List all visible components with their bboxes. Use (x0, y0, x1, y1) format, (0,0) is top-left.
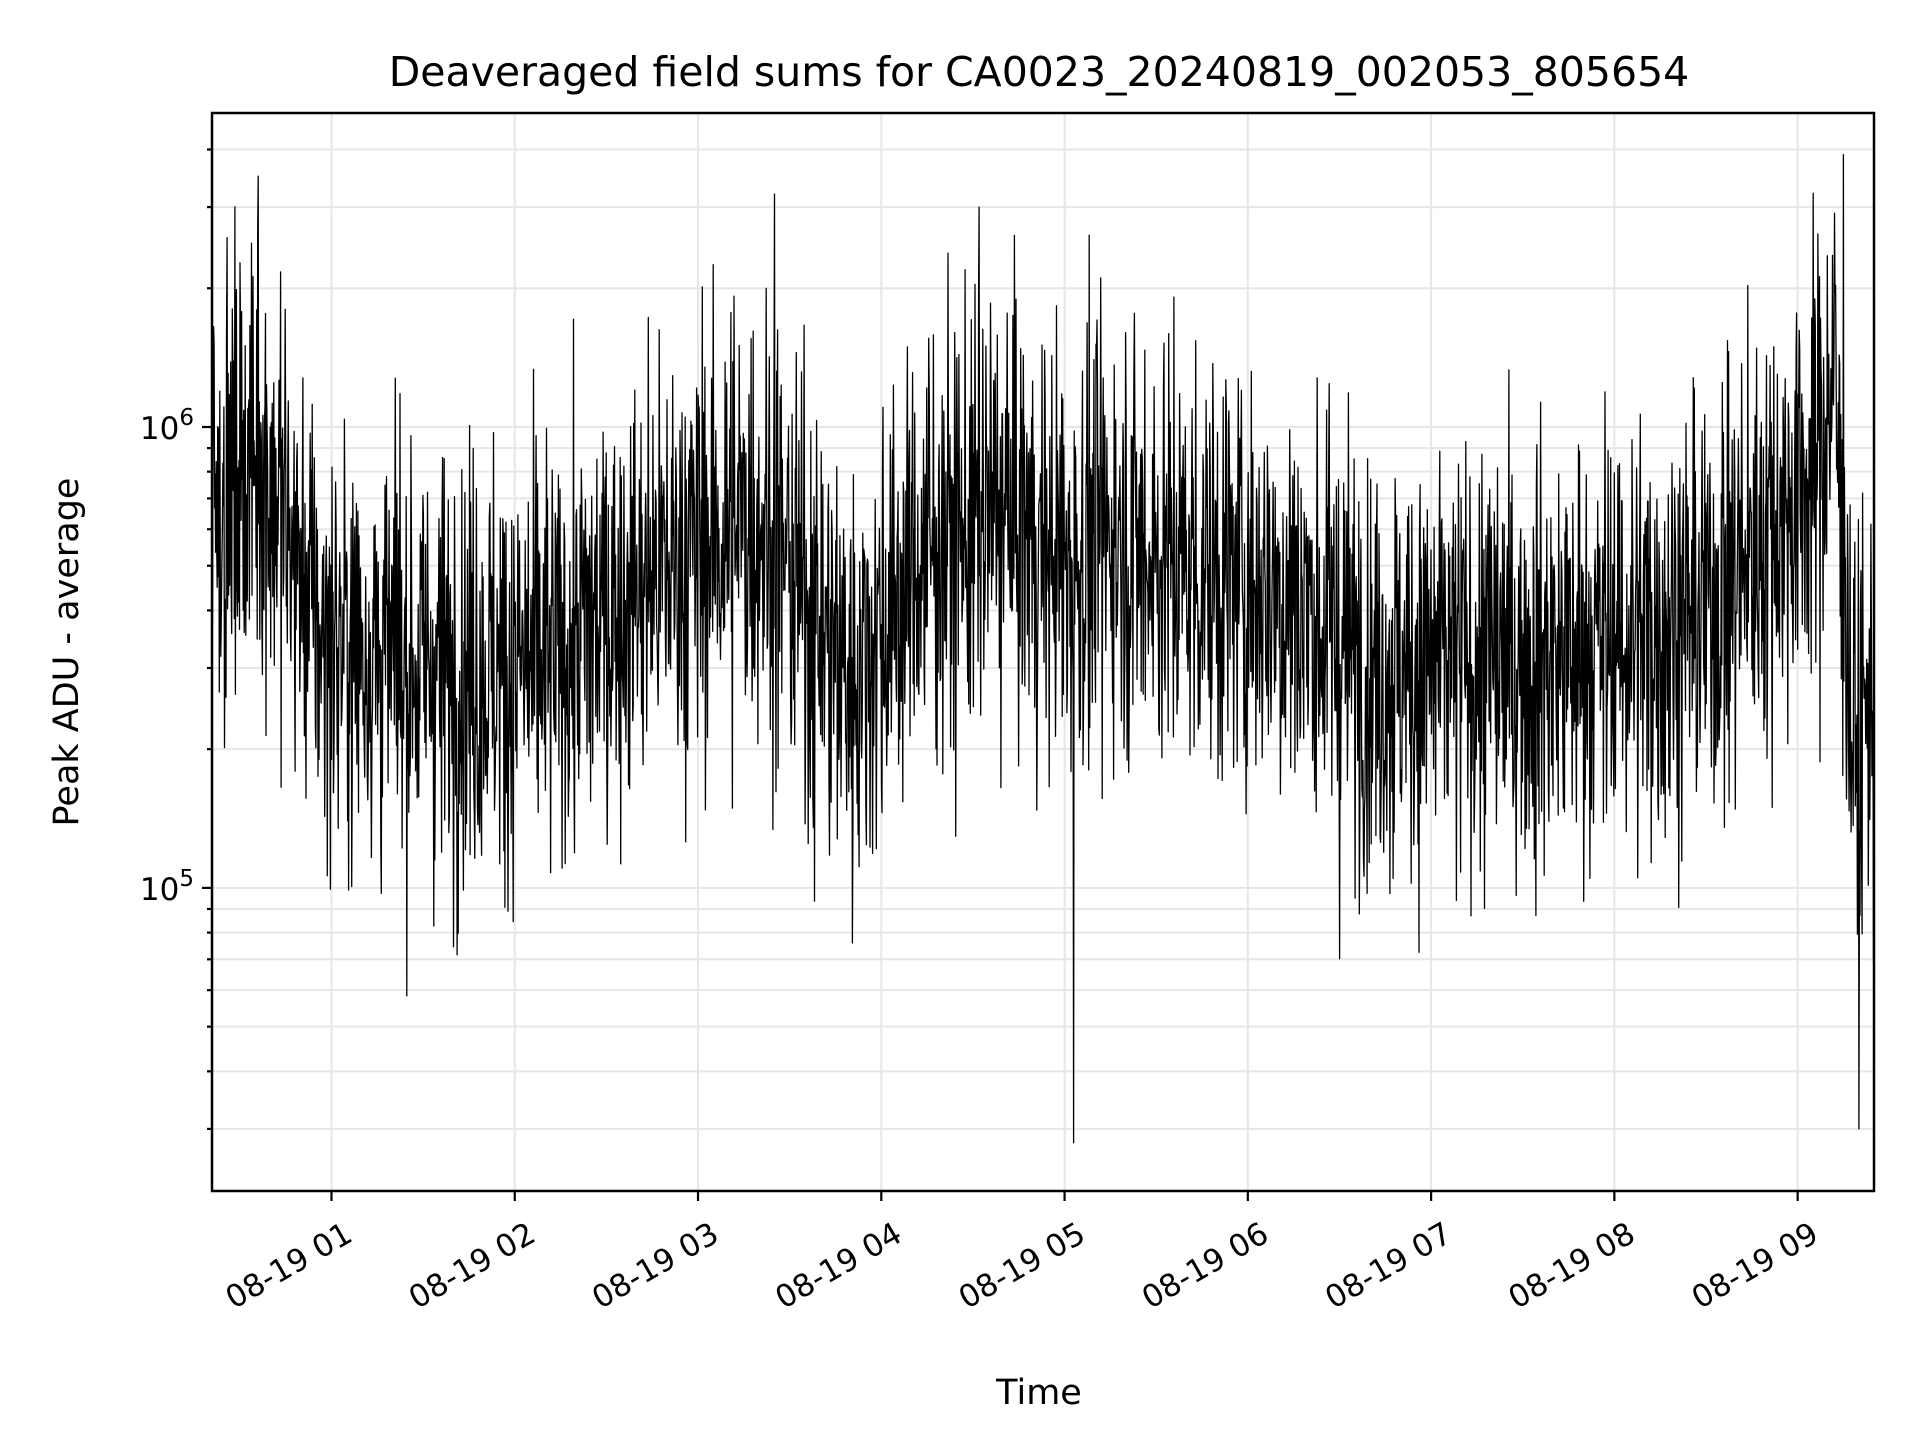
y-axis-label: Peak ADU - average (47, 478, 87, 827)
plot-frame (210, 111, 1876, 1193)
series-line (211, 153, 1875, 1144)
y-tick-label: 105 (140, 866, 194, 908)
grid-lines (212, 113, 1874, 1191)
y-tick-label: 106 (140, 405, 194, 447)
y-axis: 105 106 (140, 148, 212, 1131)
chart-title: Deaveraged field sums for CA0023_2024081… (389, 48, 1690, 96)
x-axis-label: Time (995, 1373, 1082, 1413)
